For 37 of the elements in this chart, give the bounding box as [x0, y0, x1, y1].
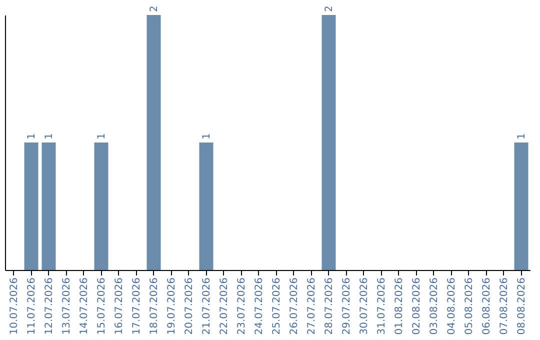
x-tick-label: 08.08.2026 [516, 278, 528, 335]
x-tick-label: 16.07.2026 [114, 278, 125, 335]
x-tick-label: 11.07.2026 [26, 278, 38, 335]
data-label: 1 [44, 133, 55, 140]
x-tick-label: 17.07.2026 [131, 278, 142, 335]
x-tick-label: 12.07.2026 [44, 278, 55, 335]
data-label: 1 [26, 133, 38, 140]
x-tick-label: 06.08.2026 [481, 278, 492, 335]
data-label: 1 [96, 133, 108, 140]
x-tick-label: 14.07.2026 [78, 278, 90, 335]
x-tick-label: 19.07.2026 [166, 278, 178, 335]
x-tick-label: 05.08.2026 [464, 278, 475, 335]
x-tick-label: 10.07.2026 [8, 278, 20, 335]
data-label: 1 [516, 133, 528, 140]
x-tick-label: 04.08.2026 [446, 278, 458, 335]
data-label: 2 [148, 6, 160, 12]
x-tick-label: 27.07.2026 [306, 278, 318, 335]
x-tick-label: 21.07.2026 [201, 278, 212, 335]
x-tick-label: 13.07.2026 [61, 278, 72, 335]
x-tick-label: 02.08.2026 [411, 278, 422, 335]
x-tick-label: 26.07.2026 [288, 278, 300, 335]
x-tick-label: 24.07.2026 [254, 278, 265, 335]
x-tick-label: 07.08.2026 [498, 278, 510, 335]
x-tick-label: 03.08.2026 [428, 278, 440, 335]
x-tick-label: 31.07.2026 [376, 278, 388, 335]
x-tick-label: 29.07.2026 [341, 278, 352, 335]
x-tick-label: 22.07.2026 [218, 278, 230, 335]
data-label: 2 [324, 6, 335, 12]
x-tick-label: 01.08.2026 [394, 278, 405, 335]
x-tick-label: 30.07.2026 [358, 278, 370, 335]
x-tick-label: 18.07.2026 [148, 278, 160, 335]
x-tick-label: 25.07.2026 [271, 278, 282, 335]
x-tick-label: 23.07.2026 [236, 278, 248, 335]
data-label: 1 [201, 133, 212, 140]
x-tick-label: 15.07.2026 [96, 278, 108, 335]
x-tick-label: 28.07.2026 [324, 278, 335, 335]
x-tick-label: 20.07.2026 [184, 278, 195, 335]
